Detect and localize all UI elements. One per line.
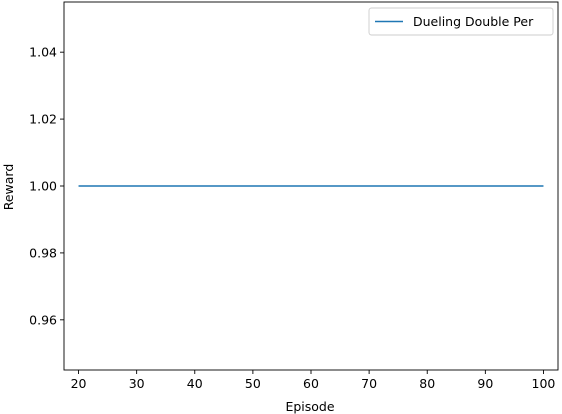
y-tick-label: 1.02	[29, 112, 57, 127]
y-tick-label: 0.96	[29, 312, 57, 327]
x-tick-label: 30	[129, 376, 145, 391]
x-tick-label: 100	[532, 376, 556, 391]
x-tick-label: 60	[303, 376, 319, 391]
y-tick-label: 1.04	[29, 45, 57, 60]
y-tick-label: 0.98	[29, 245, 57, 260]
x-tick-label: 70	[361, 376, 377, 391]
x-tick-label: 40	[187, 376, 203, 391]
y-axis-ticks: 0.96 0.98 1.00 1.02 1.04	[29, 45, 64, 327]
y-tick-label: 1.00	[29, 179, 57, 194]
legend-label: Dueling Double Per	[413, 14, 534, 29]
y-axis-label: Reward	[1, 164, 16, 211]
x-tick-label: 20	[71, 376, 87, 391]
legend-box	[368, 7, 554, 36]
x-axis-label: Episode	[285, 399, 334, 414]
x-tick-label: 50	[245, 376, 261, 391]
x-tick-label: 90	[477, 376, 493, 391]
legend: Dueling Double Per	[368, 7, 554, 36]
x-axis-ticks: 20 30 40 50 60 70 80 90 100	[71, 370, 556, 391]
x-tick-label: 80	[419, 376, 435, 391]
